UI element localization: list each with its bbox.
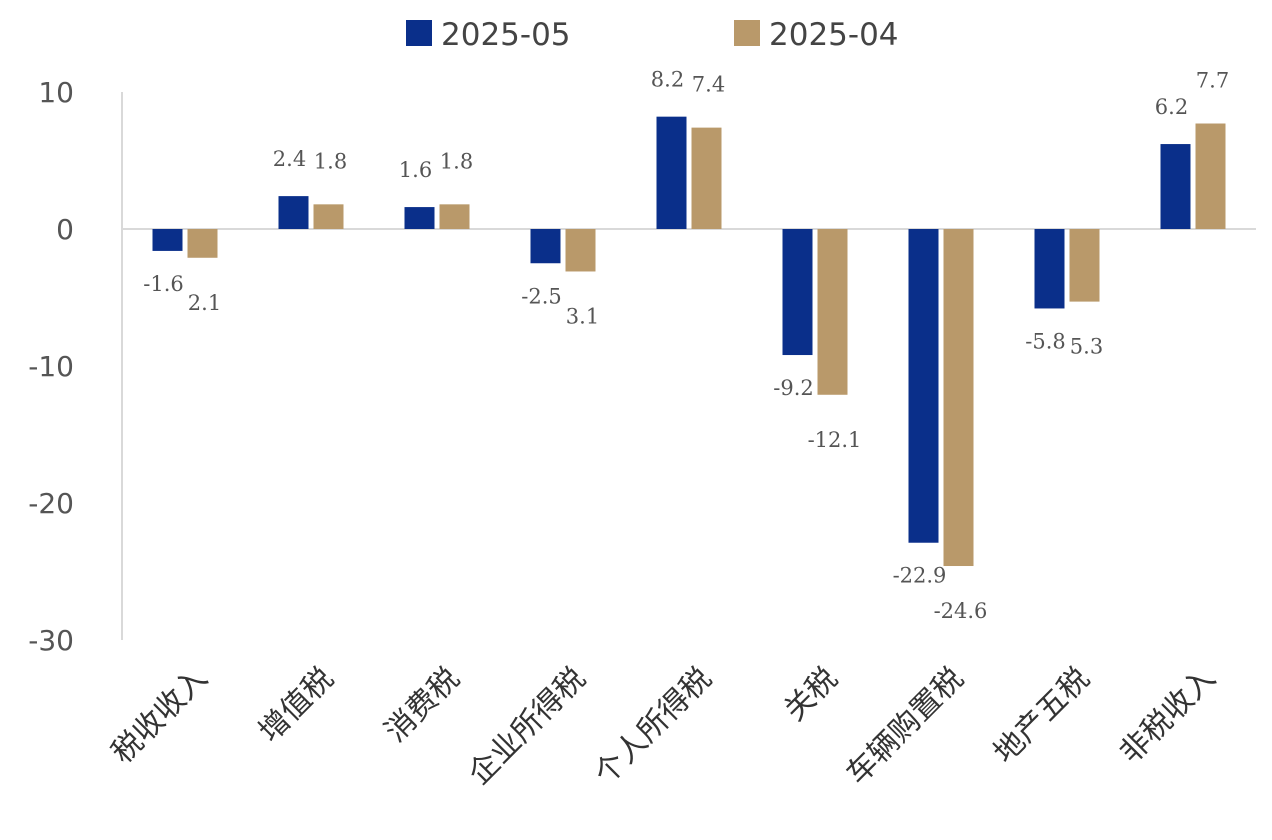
legend-swatch — [734, 20, 760, 46]
bar-series1 — [1160, 144, 1191, 229]
category-label: 地产五税 — [987, 661, 1097, 771]
bar-series1 — [908, 229, 939, 543]
bar-series1 — [782, 229, 813, 356]
data-label: 7.4 — [692, 73, 725, 97]
data-label: -12.1 — [808, 428, 862, 452]
y-tick-label: 10 — [38, 76, 74, 109]
data-label: 5.3 — [1070, 335, 1103, 359]
legend-swatch — [406, 20, 432, 46]
data-label: -24.6 — [934, 599, 988, 623]
y-tick-label: -30 — [28, 624, 74, 657]
category-label: 消费税 — [378, 661, 466, 749]
data-label: -5.8 — [1025, 329, 1066, 353]
data-label: 6.2 — [1155, 95, 1188, 119]
category-label: 企业所得税 — [462, 661, 593, 792]
axes: 10 0 -10 -20 -30 — [28, 76, 1256, 657]
bars — [152, 116, 1226, 567]
bar-series2 — [187, 229, 218, 258]
data-label: 1.8 — [314, 149, 347, 173]
bar-series1 — [530, 229, 561, 264]
bar-series1 — [1034, 229, 1065, 309]
category-label: 增值税 — [252, 661, 340, 749]
y-tick-label: 0 — [56, 213, 74, 246]
bar-series1 — [656, 116, 687, 229]
bar-series2 — [817, 229, 848, 395]
bar-series1 — [278, 196, 309, 229]
bar-series2 — [1069, 229, 1100, 302]
bar-series2 — [943, 229, 974, 567]
category-label: 个人所得税 — [588, 661, 719, 792]
legend: 2025-05 2025-04 — [406, 17, 899, 53]
data-labels: -1.62.1 2.4 1.8 1.6 1.8 -2.53.1 8.2 7.4 -9.2 -12.… — [143, 68, 1229, 623]
data-label: 2.1 — [188, 291, 221, 315]
y-tick-label: -20 — [28, 487, 74, 520]
bar-series1 — [152, 229, 183, 251]
category-label: 非税收入 — [1113, 661, 1223, 771]
data-label: -1.6 — [143, 272, 184, 296]
bar-series2 — [691, 127, 722, 229]
legend-label: 2025-04 — [769, 17, 899, 53]
category-label: 税收收入 — [105, 661, 215, 771]
data-label: 1.6 — [399, 158, 432, 182]
data-label: -9.2 — [773, 376, 814, 400]
bar-series2 — [313, 204, 344, 229]
category-label: 车辆购置税 — [840, 661, 971, 792]
data-label: 2.4 — [273, 147, 306, 171]
y-tick-label: -10 — [28, 350, 74, 383]
bar-series2 — [565, 229, 596, 272]
category-label: 关税 — [777, 661, 844, 728]
data-label: 1.8 — [440, 149, 473, 173]
bar-series1 — [404, 207, 435, 229]
data-label: 8.2 — [651, 68, 684, 92]
legend-label: 2025-05 — [441, 17, 571, 53]
data-label: -2.5 — [521, 284, 562, 308]
bar-series2 — [1195, 123, 1226, 229]
data-label: 7.7 — [1196, 69, 1229, 93]
bar-series2 — [439, 204, 470, 229]
data-label: 3.1 — [566, 304, 599, 328]
data-label: -22.9 — [893, 564, 947, 588]
